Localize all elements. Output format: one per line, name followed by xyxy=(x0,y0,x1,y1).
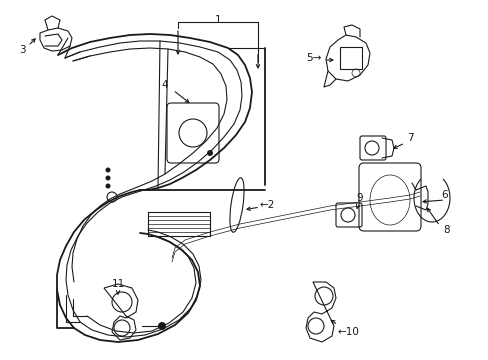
Text: 6: 6 xyxy=(441,190,447,200)
Circle shape xyxy=(105,184,110,189)
Circle shape xyxy=(105,167,110,172)
Text: ←2: ←2 xyxy=(260,200,275,210)
Text: 1: 1 xyxy=(214,15,221,25)
Text: 8: 8 xyxy=(443,225,449,235)
Text: 11: 11 xyxy=(111,279,124,289)
Circle shape xyxy=(206,150,213,156)
Circle shape xyxy=(105,176,110,180)
Circle shape xyxy=(158,322,165,330)
Text: 9: 9 xyxy=(356,193,363,203)
Text: 3: 3 xyxy=(19,45,25,55)
Text: 4: 4 xyxy=(162,80,168,90)
Text: 7: 7 xyxy=(406,133,412,143)
Text: ←10: ←10 xyxy=(337,327,359,337)
Text: 5→: 5→ xyxy=(306,53,321,63)
